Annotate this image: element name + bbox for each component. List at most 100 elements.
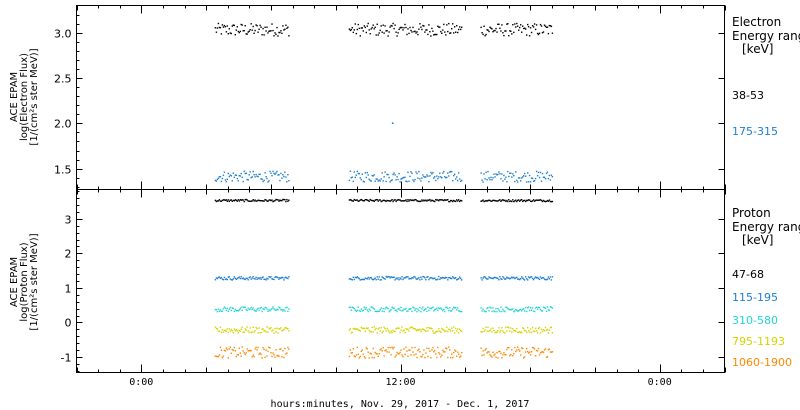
proton-point-series-3 [395,309,397,311]
proton-point-series-4 [516,327,518,330]
electron-point-series-2 [399,181,401,183]
proton-point-series-5 [218,354,221,356]
electron-point-series-1 [384,25,386,27]
electron-point-series-2 [412,179,414,181]
proton-point-series-3 [262,308,264,310]
proton-point-series-1 [429,198,431,201]
electron-point-series-1 [399,27,401,29]
proton-point-series-5 [228,348,230,350]
electron-point-series-1 [400,26,402,29]
proton-point-series-1 [422,200,424,202]
proton-point-series-3 [215,309,218,311]
electron-point-series-2 [528,174,531,177]
proton-point-series-2 [231,279,233,281]
proton-point-series-1 [417,200,419,202]
electron-point-series-1 [271,23,273,25]
proton-point-series-3 [283,308,285,311]
proton-point-series-2 [382,277,384,279]
electron-point-series-2 [220,180,223,183]
proton-point-series-5 [525,351,527,353]
proton-point-series-2 [538,278,541,281]
proton-point-series-5 [517,346,519,348]
proton-point-series-5 [416,356,418,359]
proton-point-series-1 [546,199,549,202]
proton-point-series-2 [444,277,446,279]
proton-point-series-2 [362,278,364,281]
proton-point-series-4 [385,330,387,332]
proton-point-series-1 [243,200,245,203]
proton-point-series-3 [494,311,496,313]
proton-point-series-4 [500,329,502,332]
proton-point-series-1 [354,199,356,201]
proton-point-series-5 [245,352,247,354]
proton-point-series-5 [378,353,380,355]
electron-point-series-1 [246,33,248,35]
proton-point-series-3 [239,308,241,310]
proton-point-series-4 [394,330,396,333]
proton-point-series-3 [509,309,511,311]
proton-point-series-1 [430,200,432,202]
proton-point-series-1 [257,199,259,201]
proton-point-series-3 [244,306,246,309]
electron-point-series-1 [522,25,524,27]
electron-point-series-1 [531,25,534,27]
proton-point-series-2 [276,276,278,278]
proton-point-series-1 [358,200,360,202]
proton-point-series-4 [372,331,374,333]
proton-point-series-2 [533,277,536,279]
proton-point-series-4 [350,332,352,334]
proton-point-series-1 [450,199,452,202]
proton-point-series-2 [222,279,225,281]
electron-point-series-1 [425,29,427,31]
electron-point-series-1 [429,31,431,33]
proton-point-series-5 [481,354,483,357]
proton-point-series-4 [368,329,370,332]
proton-point-series-1 [246,199,248,201]
proton-point-series-4 [532,330,535,332]
proton-point-series-5 [349,349,352,351]
proton-point-series-2 [239,277,241,280]
proton-point-series-2 [241,277,243,280]
electron-point-series-2 [229,174,231,176]
proton-ytick-label: 0 [65,317,72,330]
proton-point-series-4 [233,328,235,330]
proton-point-series-1 [256,200,258,202]
electron-point-series-1 [394,24,396,26]
electron-point-series-2 [409,175,411,178]
proton-point-series-2 [505,278,507,280]
proton-point-series-1 [486,200,488,202]
electron-point-series-2 [439,172,441,174]
electron-point-series-2 [436,175,438,177]
proton-point-series-2 [441,277,443,279]
proton-point-series-2 [253,277,255,280]
proton-point-series-2 [495,277,497,279]
proton-point-series-1 [237,199,239,201]
proton-point-series-2 [401,276,403,278]
proton-point-series-1 [531,200,534,202]
proton-point-series-3 [525,306,527,309]
proton-point-series-5 [453,351,455,354]
proton-point-series-4 [482,327,484,330]
proton-point-series-4 [351,331,353,333]
electron-point-series-1 [497,23,499,25]
proton-point-series-3 [237,310,239,312]
proton-point-series-5 [506,348,508,351]
proton-point-series-5 [516,349,518,351]
proton-point-series-2 [262,276,264,278]
proton-point-series-4 [412,327,414,329]
electron-point-series-1 [380,25,382,27]
electron-point-series-2 [525,175,527,177]
proton-point-series-3 [427,306,429,308]
proton-point-series-2 [255,276,257,279]
proton-point-series-5 [404,353,406,356]
proton-point-series-4 [433,332,435,334]
proton-point-series-1 [527,199,529,202]
proton-point-series-2 [486,278,488,280]
proton-point-series-2 [484,276,486,278]
electron-point-series-1 [461,26,463,28]
electron-point-series-2 [241,176,243,179]
electron-point-series-1 [407,28,409,30]
proton-point-series-4 [359,330,361,332]
electron-point-series-2 [231,180,233,182]
proton-point-series-4 [363,327,365,329]
